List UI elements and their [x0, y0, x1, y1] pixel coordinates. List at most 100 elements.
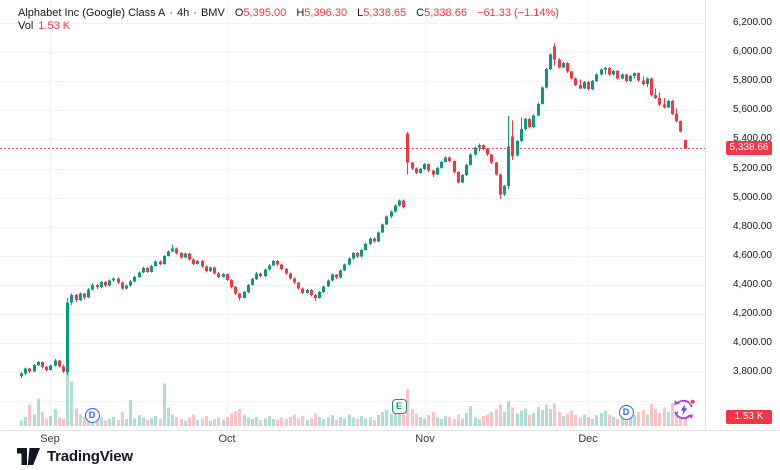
candle-body — [159, 261, 162, 264]
interval-label[interactable]: 4h — [177, 7, 190, 19]
candle-body — [495, 162, 498, 175]
volume-bar — [66, 325, 69, 426]
time-axis-label: Oct — [218, 433, 236, 445]
volume-bar — [163, 383, 166, 426]
candle-body — [511, 136, 514, 157]
candle-body — [558, 59, 561, 68]
candle-wick — [605, 67, 606, 75]
volume-bar — [138, 415, 141, 426]
candle-body — [310, 289, 313, 296]
candle-body — [461, 175, 464, 183]
volume-label: Vol — [18, 20, 34, 32]
volume-bar — [289, 416, 292, 426]
candle-body — [125, 285, 128, 289]
separator-dot: · — [193, 7, 197, 19]
candle-body — [20, 373, 23, 376]
volume-bar — [583, 414, 586, 426]
volume-bar — [196, 419, 199, 426]
candle-body — [230, 279, 233, 288]
candle-body — [133, 276, 136, 282]
candle-body — [453, 161, 456, 173]
candle-body — [28, 368, 31, 372]
price-axis-label: 4,200.00 — [733, 308, 772, 319]
volume-bar — [364, 418, 367, 426]
candle-body — [579, 84, 582, 89]
volume-bar — [390, 413, 393, 426]
price-axis-label: 4,000.00 — [733, 337, 772, 349]
candle-body — [457, 172, 460, 183]
volume-bar — [37, 398, 40, 426]
volume-bar — [285, 419, 288, 426]
volume-bar — [154, 415, 157, 426]
time-axis-label: Nov — [415, 433, 435, 445]
volume-bar — [62, 419, 65, 426]
candle-body — [112, 278, 115, 281]
volume-bar — [335, 419, 338, 426]
volume-bar — [133, 418, 136, 426]
volume-bar — [625, 413, 628, 426]
volume-bar — [331, 415, 334, 426]
candle-body — [646, 78, 649, 85]
volume-bar — [457, 414, 460, 426]
volume-bar — [440, 419, 443, 426]
volume-bar — [667, 411, 670, 426]
price-axis-label: 4,400.00 — [733, 278, 772, 290]
candle-body — [625, 74, 628, 82]
candle-body — [352, 252, 355, 259]
candle-body — [381, 224, 384, 233]
candle-body — [45, 367, 48, 371]
candle-body — [360, 249, 363, 257]
candle-body — [549, 54, 552, 69]
volume-bar — [272, 419, 275, 426]
volume-bar — [255, 416, 258, 426]
volume-bar — [348, 414, 351, 426]
candle-body — [583, 81, 586, 89]
candle-wick — [580, 79, 581, 90]
dividend-marker[interactable]: D — [84, 407, 100, 423]
volume-bar — [595, 415, 598, 426]
symbol-title[interactable]: Alphabet Inc (Google) Class A — [18, 7, 166, 19]
candle-body — [629, 76, 632, 82]
candle-body — [406, 133, 409, 163]
candle-body — [142, 268, 145, 273]
candle-body — [213, 267, 216, 274]
volume-bar — [503, 411, 506, 426]
candle-body — [616, 71, 619, 79]
candle-body — [608, 68, 611, 75]
candle-body — [75, 295, 78, 301]
candle-body — [100, 281, 103, 288]
price-axis-label: 5,000.00 — [733, 191, 772, 203]
volume-bar — [524, 408, 527, 426]
candle-body — [104, 281, 107, 286]
tradingview-logo[interactable]: TradingView — [17, 448, 133, 465]
volume-bar — [562, 415, 565, 426]
candle-body — [663, 104, 666, 108]
candle-body — [209, 267, 212, 272]
candle-body — [574, 78, 577, 85]
candle-body — [205, 266, 208, 272]
volume-bar — [432, 412, 435, 426]
candle-body — [637, 73, 640, 81]
candle-body — [654, 95, 657, 98]
volume-bar — [537, 406, 540, 426]
volume-bar — [356, 419, 359, 426]
close-value: 5,338.66 — [424, 7, 467, 19]
price-axis-label: 6,000.00 — [733, 46, 772, 58]
volume-bar — [650, 403, 653, 426]
close-label: C — [416, 7, 425, 19]
earnings-marker[interactable]: E — [391, 398, 407, 414]
candle-body — [192, 259, 195, 264]
candle-body — [327, 280, 330, 287]
refresh-lightning-icon[interactable] — [672, 397, 696, 421]
volume-bar — [587, 416, 590, 426]
candle-body — [58, 360, 61, 367]
candle-body — [553, 46, 556, 60]
volume-bar — [604, 410, 607, 426]
volume-bar — [83, 416, 86, 426]
dividend-marker[interactable]: D — [618, 404, 634, 420]
volume-bar — [54, 409, 57, 426]
open-label: O — [234, 7, 244, 19]
candle-body — [469, 154, 472, 165]
volume-bar — [150, 418, 153, 426]
